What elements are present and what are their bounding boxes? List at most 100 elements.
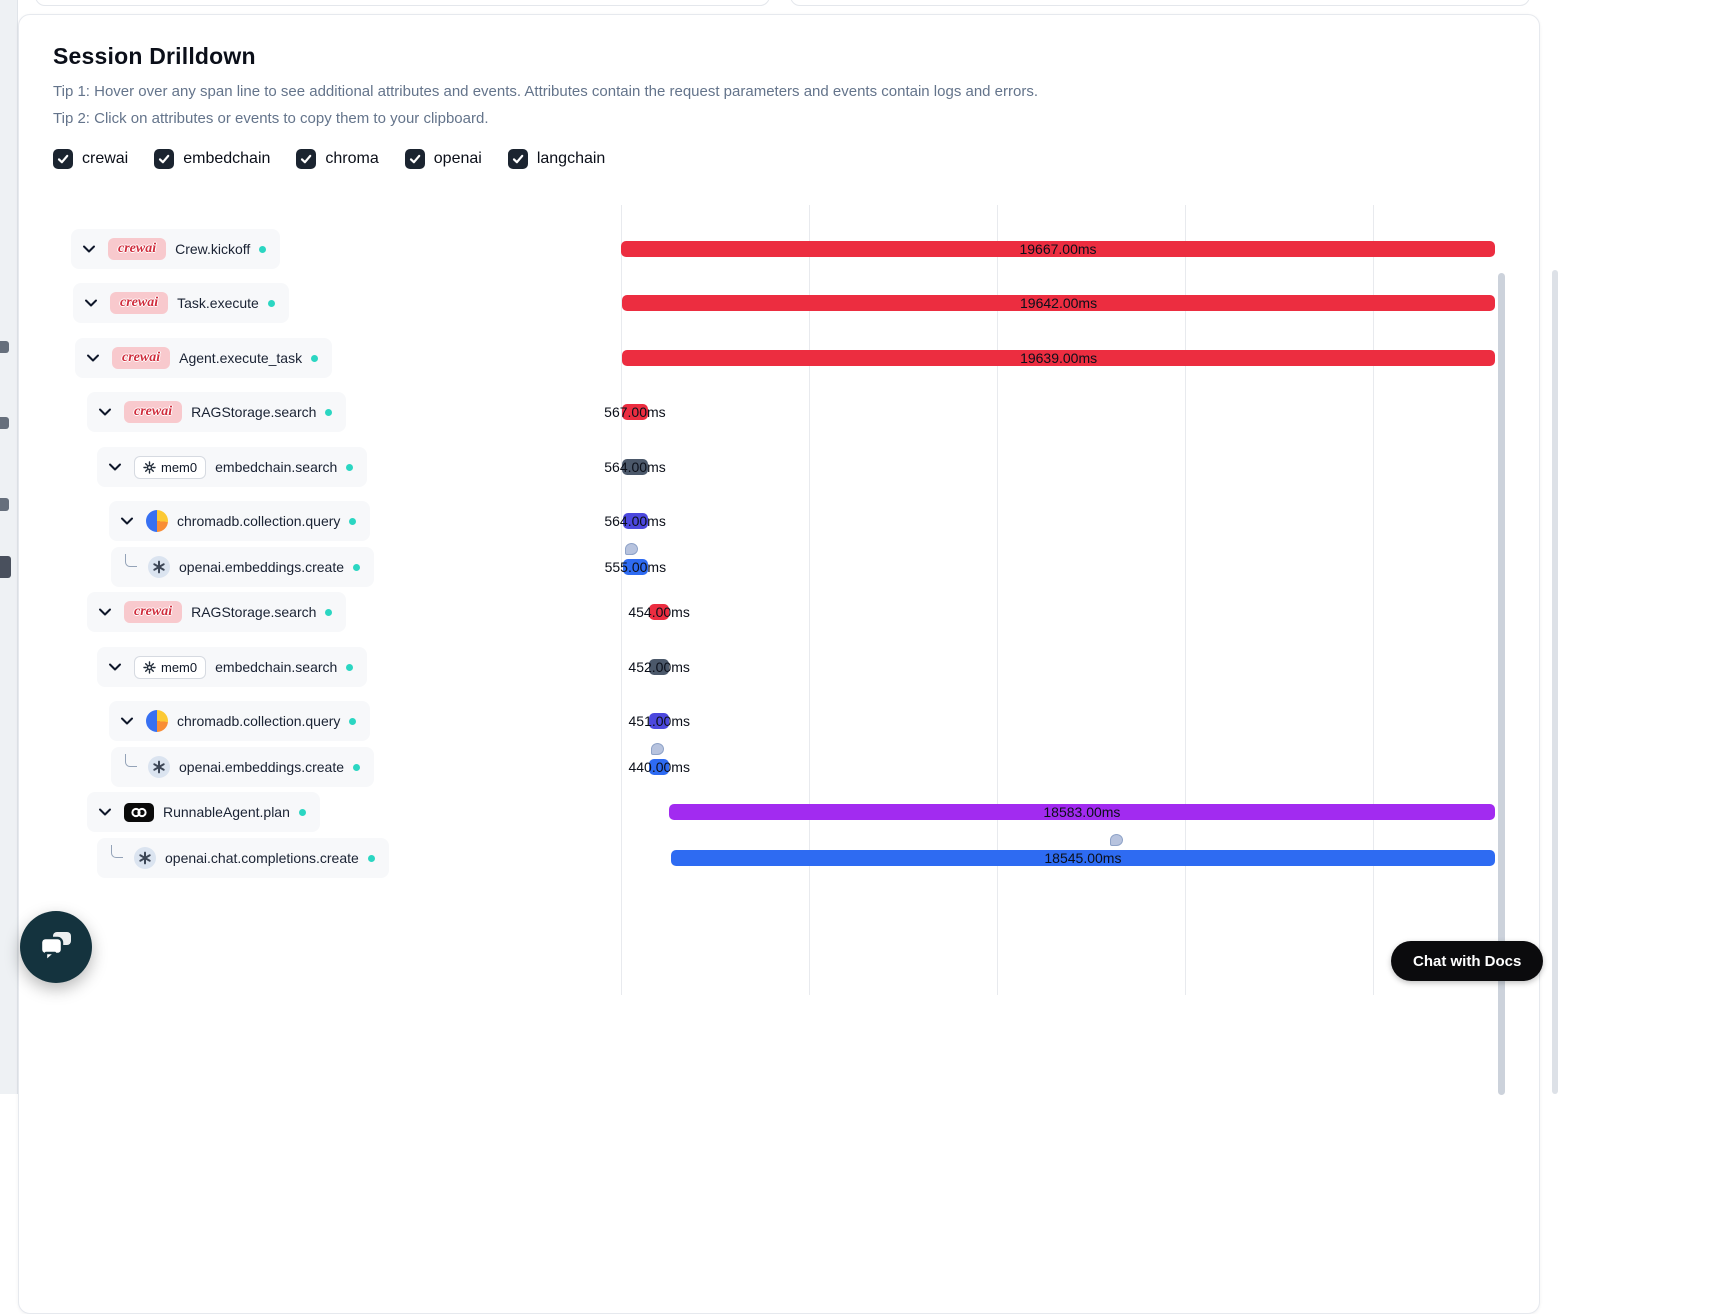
- chroma-logo: [146, 710, 168, 732]
- status-dot: [325, 408, 333, 416]
- span-label-group[interactable]: openai.embeddings.create: [111, 547, 375, 587]
- chevron-down-icon[interactable]: [95, 802, 115, 822]
- span-label-group[interactable]: mem0 embedchain.search: [97, 647, 368, 687]
- status-dot: [353, 763, 361, 771]
- filter-checkbox-group-chroma[interactable]: chroma: [296, 149, 379, 169]
- checkbox-checked-icon[interactable]: [296, 149, 317, 169]
- trace-waterfall: crewai Crew.kickoff 19667.00ms crewai Ta…: [19, 15, 1541, 1115]
- span-row-Task.execute: crewai Task.execute 19642.00ms: [19, 276, 1541, 330]
- clipped-page-edge: [0, 0, 18, 1094]
- chevron-down-icon[interactable]: [95, 402, 115, 422]
- span-name: Crew.kickoff: [175, 241, 251, 257]
- chevron-down-icon[interactable]: [117, 511, 137, 531]
- checkbox-checked-icon[interactable]: [404, 149, 425, 169]
- checkbox-checked-icon[interactable]: [53, 149, 73, 169]
- span-duration-bar[interactable]: [649, 713, 670, 729]
- span-name: RunnableAgent.plan: [163, 804, 290, 820]
- checkbox-checked-icon[interactable]: [507, 149, 528, 169]
- span-label-group[interactable]: crewai Task.execute: [73, 283, 289, 323]
- span-label-group[interactable]: openai.embeddings.create: [111, 747, 375, 787]
- chevron-down-icon[interactable]: [105, 657, 125, 677]
- chevron-down-icon[interactable]: [79, 239, 99, 259]
- page-title: Session Drilldown: [53, 43, 256, 69]
- session-drilldown-card: Session Drilldown Tip 1: Hover over any …: [18, 14, 1540, 1314]
- span-duration-bar[interactable]: [622, 459, 648, 475]
- span-row-embedchain.search: mem0 embedchain.search 452.00ms: [19, 640, 1541, 694]
- span-duration-bar[interactable]: [622, 559, 648, 575]
- time-gridline: [1185, 205, 1186, 995]
- filter-checkbox-group-langchain[interactable]: langchain: [507, 149, 605, 169]
- span-label-group[interactable]: RunnableAgent.plan: [87, 792, 320, 832]
- span-duration-label: 454.00ms: [628, 604, 690, 620]
- span-row-RAGStorage.search: crewai RAGStorage.search 454.00ms: [19, 585, 1541, 639]
- status-dot: [346, 663, 354, 671]
- page-scrollbar[interactable]: [1552, 270, 1558, 1094]
- span-name: RAGStorage.search: [191, 404, 317, 420]
- span-row-embedchain.search: mem0 embedchain.search 564.00ms: [19, 440, 1541, 494]
- span-name: openai.embeddings.create: [179, 759, 345, 775]
- event-bubble-icon[interactable]: [1109, 834, 1123, 846]
- span-label-group[interactable]: crewai RAGStorage.search: [87, 592, 347, 632]
- openai-logo: [148, 556, 170, 578]
- tip-1-text: Tip 1: Hover over any span line to see a…: [53, 83, 1039, 100]
- branch-connector-icon: [125, 553, 137, 567]
- langchain-logo: [124, 802, 154, 822]
- span-label-group[interactable]: mem0 embedchain.search: [97, 447, 368, 487]
- status-dot: [349, 517, 357, 525]
- span-duration-bar[interactable]: [670, 850, 1495, 866]
- openai-logo: [148, 756, 170, 778]
- span-row-chromadb.collection.query: chromadb.collection.query 451.00ms: [19, 694, 1541, 748]
- crewai-logo: crewai: [112, 347, 171, 369]
- span-row-RunnableAgent.plan: RunnableAgent.plan 18583.00ms: [19, 785, 1541, 839]
- span-label-group[interactable]: crewai Crew.kickoff: [71, 229, 281, 269]
- span-name: embedchain.search: [215, 459, 338, 475]
- span-label-group[interactable]: openai.chat.completions.create: [97, 838, 389, 878]
- span-name: chromadb.collection.query: [177, 713, 341, 729]
- span-label-group[interactable]: crewai RAGStorage.search: [87, 392, 347, 432]
- filter-label: embedchain: [183, 150, 271, 167]
- filter-checkbox-group-crewai[interactable]: crewai: [53, 149, 128, 169]
- status-dot: [367, 854, 375, 862]
- status-dot: [267, 299, 275, 307]
- event-bubble-icon[interactable]: [625, 543, 639, 555]
- chevron-down-icon[interactable]: [95, 602, 115, 622]
- event-bubble-icon[interactable]: [651, 743, 665, 755]
- chat-with-docs-label: Chat with Docs: [1413, 952, 1522, 970]
- checkbox-checked-icon[interactable]: [154, 149, 175, 169]
- chevron-down-icon[interactable]: [117, 711, 137, 731]
- span-name: Task.execute: [177, 295, 259, 311]
- chevron-down-icon[interactable]: [105, 457, 125, 477]
- span-duration-label: 567.00ms: [604, 404, 666, 420]
- clipped-sidebar-icon: [0, 417, 9, 429]
- waterfall-scrollbar[interactable]: [1498, 273, 1505, 1095]
- span-label-group[interactable]: chromadb.collection.query: [109, 501, 371, 541]
- span-duration-bar[interactable]: [622, 513, 648, 529]
- span-duration-bar[interactable]: [622, 295, 1495, 311]
- chat-with-docs-button[interactable]: Chat with Docs: [1391, 941, 1544, 981]
- span-row-openai.embeddings.create: openai.embeddings.create 555.00ms: [19, 540, 1541, 594]
- mem0-logo: mem0: [134, 455, 207, 479]
- chevron-down-icon[interactable]: [81, 293, 101, 313]
- span-duration-bar[interactable]: [622, 404, 648, 420]
- span-duration-bar[interactable]: [649, 659, 670, 675]
- span-duration-bar[interactable]: [622, 350, 1495, 366]
- time-gridline: [621, 205, 622, 995]
- filter-checkbox-group-openai[interactable]: openai: [404, 149, 482, 169]
- time-gridline: [997, 205, 998, 995]
- chevron-down-icon[interactable]: [83, 348, 103, 368]
- span-duration-label: 18583.00ms: [1043, 804, 1121, 820]
- span-duration-bar[interactable]: [668, 804, 1495, 820]
- filter-checkbox-group-embedchain[interactable]: embedchain: [154, 149, 270, 169]
- span-duration-label: 19642.00ms: [1020, 295, 1098, 311]
- status-dot: [353, 563, 361, 571]
- span-label-group[interactable]: chromadb.collection.query: [109, 701, 371, 741]
- status-dot: [325, 608, 333, 616]
- span-duration-bar[interactable]: [621, 241, 1495, 257]
- span-duration-bar[interactable]: [648, 604, 670, 620]
- span-duration-label: 19639.00ms: [1020, 350, 1098, 366]
- span-duration-label: 440.00ms: [628, 759, 690, 775]
- chat-widget-button[interactable]: [20, 911, 92, 983]
- span-label-group[interactable]: crewai Agent.execute_task: [75, 338, 333, 378]
- span-duration-bar[interactable]: [649, 759, 669, 775]
- span-row-Crew.kickoff: crewai Crew.kickoff 19667.00ms: [19, 222, 1541, 276]
